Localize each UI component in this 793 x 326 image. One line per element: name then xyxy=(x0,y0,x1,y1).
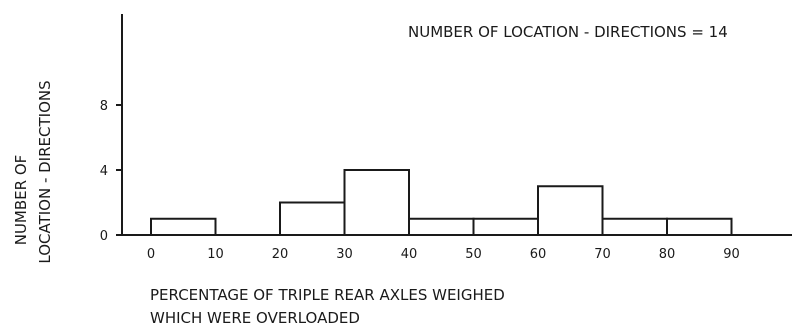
x-axis-label-line-1: PERCENTAGE OF TRIPLE REAR AXLES WEIGHED xyxy=(150,286,505,304)
y-axis-label-line-2: LOCATION - DIRECTIONS xyxy=(36,80,54,263)
chart-annotation: NUMBER OF LOCATION - DIRECTIONS = 14 xyxy=(408,23,728,41)
bar-20-30 xyxy=(279,201,346,236)
x-tick-label-0: 0 xyxy=(147,247,155,262)
x-tick-label-10: 10 xyxy=(207,247,224,262)
y-tick-label-4: 4 xyxy=(100,164,108,179)
x-tick-label-50: 50 xyxy=(465,247,482,262)
histogram-bars xyxy=(150,169,733,236)
bar-80-90 xyxy=(666,217,733,236)
y-ticks: 0 4 8 xyxy=(100,99,122,244)
bar-70-80 xyxy=(601,217,668,236)
y-axis-label-line-1: NUMBER OF xyxy=(12,155,30,246)
x-tick-label-80: 80 xyxy=(659,247,676,262)
x-tick-label-30: 30 xyxy=(336,247,353,262)
x-tick-label-40: 40 xyxy=(401,247,418,262)
x-axis-label-line-2: WHICH WERE OVERLOADED xyxy=(150,309,360,326)
x-tick-label-20: 20 xyxy=(272,247,289,262)
x-tick-label-70: 70 xyxy=(594,247,611,262)
axes xyxy=(121,14,792,236)
bar-0-10 xyxy=(150,217,217,236)
y-tick-label-8: 8 xyxy=(100,99,108,114)
bar-30-40 xyxy=(343,169,410,236)
bar-60-70 xyxy=(537,185,604,236)
bar-40-50 xyxy=(408,217,475,236)
x-ticks: 0 10 20 30 40 50 60 70 80 90 xyxy=(147,247,740,262)
x-tick-label-90: 90 xyxy=(723,247,740,262)
y-tick-label-0: 0 xyxy=(100,229,108,244)
x-tick-label-60: 60 xyxy=(530,247,547,262)
bar-50-60 xyxy=(472,217,539,236)
